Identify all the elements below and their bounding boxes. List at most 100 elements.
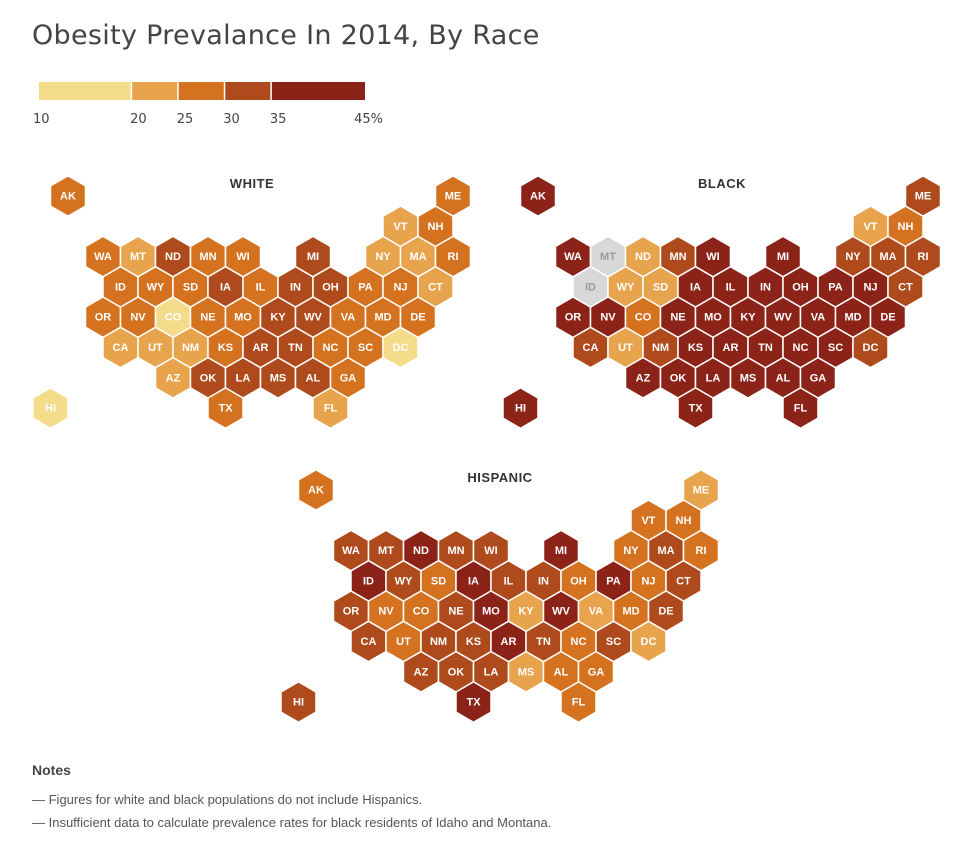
state-label: SD bbox=[431, 575, 446, 587]
state-label: NJ bbox=[863, 281, 877, 293]
hex-map-hispanic: HISPANIC AK ME VT NH WA MT ND MN WI MI NY MA RI ID WY SD… bbox=[280, 468, 720, 724]
state-label: DE bbox=[880, 312, 895, 324]
state-label: OH bbox=[322, 281, 339, 293]
legend-swatch bbox=[271, 82, 365, 100]
state-label: NV bbox=[600, 312, 616, 324]
state-label: CT bbox=[676, 575, 691, 587]
state-label: NM bbox=[182, 342, 199, 354]
state-label: NY bbox=[845, 251, 861, 263]
state-hex-az: AZ bbox=[402, 650, 440, 693]
state-label: WI bbox=[484, 545, 497, 557]
state-label: ME bbox=[915, 191, 932, 203]
hex-tile bbox=[560, 681, 597, 724]
legend-swatch bbox=[39, 82, 131, 100]
state-label: NE bbox=[670, 312, 685, 324]
state-hex-ky: KY bbox=[259, 296, 297, 339]
page-title: Obesity Prevalance In 2014, By Race bbox=[32, 20, 540, 51]
state-label: ME bbox=[693, 485, 710, 497]
state-label: NY bbox=[375, 251, 391, 263]
state-hex-tx: TX bbox=[677, 387, 714, 430]
state-label: MN bbox=[669, 251, 686, 263]
state-label: AK bbox=[308, 485, 324, 497]
state-hex-md: MD bbox=[834, 296, 872, 339]
state-label: NH bbox=[428, 221, 444, 233]
state-label: TX bbox=[218, 403, 233, 415]
state-hex-ct: CT bbox=[887, 265, 924, 308]
state-label: KY bbox=[740, 312, 756, 324]
state-label: AR bbox=[501, 636, 517, 648]
state-label: MO bbox=[234, 312, 252, 324]
state-hex-me: ME bbox=[682, 468, 720, 512]
state-label: IA bbox=[468, 575, 479, 587]
state-label: PA bbox=[606, 575, 621, 587]
state-label: MA bbox=[879, 251, 896, 263]
legend-tick-label: 10 bbox=[33, 112, 50, 127]
state-label: VT bbox=[393, 221, 407, 233]
state-hex-ga: GA bbox=[577, 650, 615, 693]
state-hex-ok: OK bbox=[437, 650, 475, 693]
state-label: RI bbox=[918, 251, 929, 263]
legend: 10 20 25 30 35 45% bbox=[33, 82, 383, 127]
state-label: MS bbox=[518, 666, 535, 678]
map-title: WHITE bbox=[230, 176, 274, 191]
state-label: MO bbox=[482, 606, 500, 618]
state-label: DC bbox=[863, 342, 879, 354]
state-hex-wi: WI bbox=[694, 235, 732, 278]
state-label: RI bbox=[448, 251, 459, 263]
state-label: UT bbox=[618, 342, 633, 354]
state-label: FL bbox=[572, 697, 586, 709]
state-hex-az: AZ bbox=[154, 356, 192, 399]
map-title: BLACK bbox=[698, 176, 746, 191]
hex-tile bbox=[32, 387, 69, 430]
state-label: CA bbox=[361, 636, 377, 648]
state-label: FL bbox=[794, 403, 808, 415]
state-label: WA bbox=[564, 251, 582, 263]
state-label: MD bbox=[374, 312, 391, 324]
legend-swatch bbox=[132, 82, 178, 100]
state-label: IL bbox=[256, 281, 266, 293]
state-label: AL bbox=[306, 372, 321, 384]
state-label: TN bbox=[536, 636, 551, 648]
hex-tile bbox=[852, 326, 889, 369]
state-label: CO bbox=[635, 312, 652, 324]
state-label: FL bbox=[324, 403, 338, 415]
state-label: CO bbox=[413, 606, 430, 618]
hex-tile bbox=[519, 174, 557, 218]
state-label: GA bbox=[810, 372, 827, 384]
state-label: NJ bbox=[641, 575, 655, 587]
state-label: AK bbox=[60, 191, 76, 203]
state-label: MT bbox=[600, 251, 616, 263]
state-label: AL bbox=[776, 372, 791, 384]
state-label: MO bbox=[704, 312, 722, 324]
state-label: NE bbox=[448, 606, 463, 618]
state-hex-nh: NH bbox=[887, 205, 924, 248]
state-label: OK bbox=[448, 666, 465, 678]
legend-tick-label: 45% bbox=[354, 112, 383, 127]
hex-map-black: BLACK AK ME VT NH WA MT ND MN WI MI NY MA RI ID WY SD IA I… bbox=[502, 174, 942, 430]
legend-swatch bbox=[178, 82, 224, 100]
state-label: NM bbox=[652, 342, 669, 354]
state-hex-de: DE bbox=[399, 296, 437, 339]
state-label: NE bbox=[200, 312, 215, 324]
state-hex-ne: NE bbox=[437, 590, 475, 633]
state-label: NJ bbox=[393, 281, 407, 293]
state-label: NV bbox=[130, 312, 146, 324]
hex-tile bbox=[677, 387, 714, 430]
state-label: DE bbox=[410, 312, 425, 324]
state-hex-wi: WI bbox=[472, 529, 510, 572]
state-label: ND bbox=[635, 251, 651, 263]
state-label: HI bbox=[293, 697, 304, 709]
legend-tick-label: 20 bbox=[130, 112, 147, 127]
state-label: VA bbox=[811, 312, 826, 324]
state-hex-ct: CT bbox=[665, 559, 702, 602]
state-label: HI bbox=[45, 403, 56, 415]
state-label: TN bbox=[288, 342, 303, 354]
map-title: HISPANIC bbox=[467, 470, 532, 485]
state-label: TX bbox=[688, 403, 703, 415]
state-label: WV bbox=[552, 606, 570, 618]
state-label: RI bbox=[696, 545, 707, 557]
state-label: WV bbox=[774, 312, 792, 324]
state-label: NC bbox=[323, 342, 339, 354]
state-hex-dc: DC bbox=[852, 326, 889, 369]
state-hex-tx: TX bbox=[207, 387, 244, 430]
